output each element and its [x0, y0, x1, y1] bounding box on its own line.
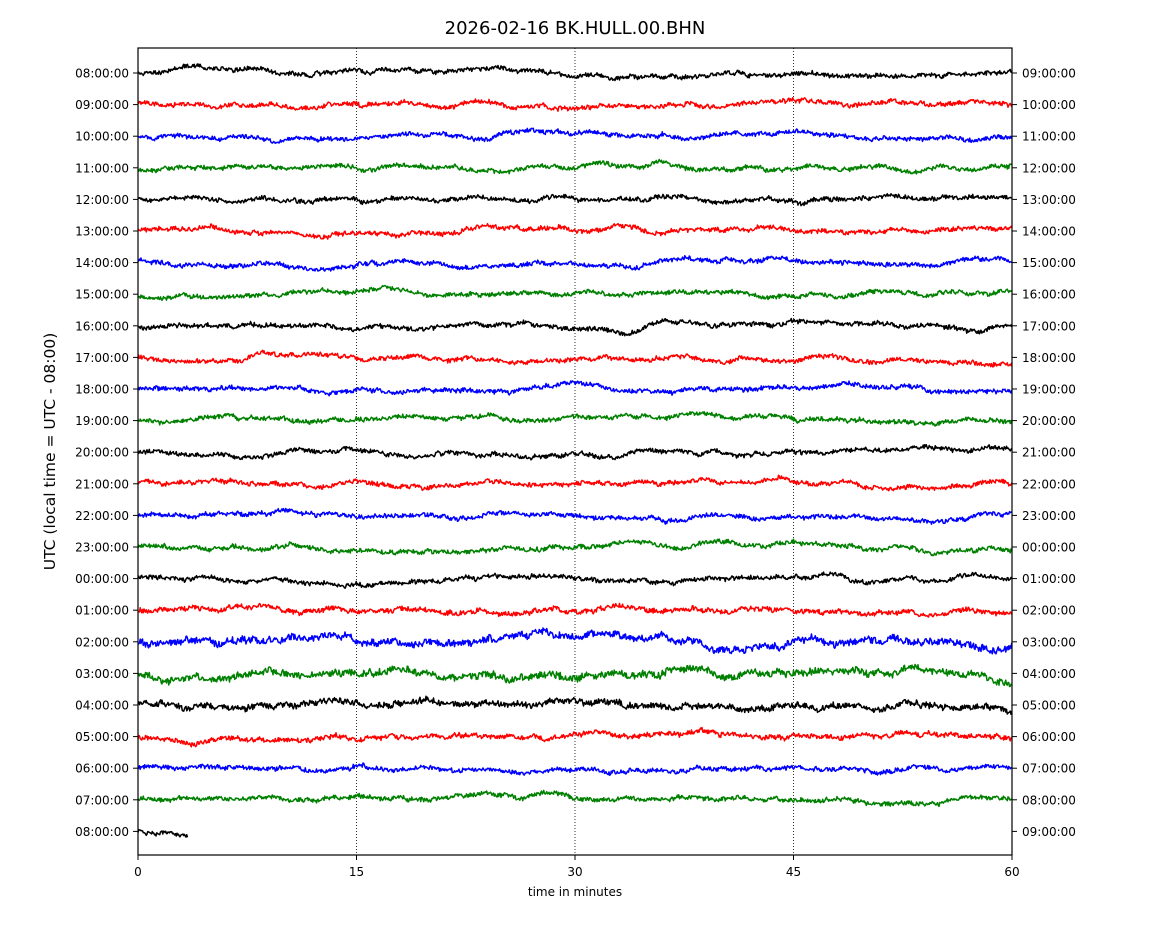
right-time-axis: 09:00:00 10:00:00 11:00:00 12:00:00 13:00:00… — [1012, 67, 1076, 839]
x-tick-label: 45 — [786, 865, 801, 879]
left-hour-label: 14:00:00 — [75, 256, 129, 270]
left-hour-label: 16:00:00 — [75, 319, 129, 333]
trace-line — [137, 193, 1012, 207]
left-hour-label: 09:00:00 — [75, 98, 129, 112]
right-hour-label: 09:00:00 — [1022, 825, 1076, 839]
trace-line — [137, 222, 1013, 240]
seismic-traces — [137, 63, 1013, 838]
left-hour-label: 23:00:00 — [75, 541, 129, 555]
left-hour-label: 20:00:00 — [75, 446, 129, 460]
trace-line — [137, 538, 1013, 557]
trace-line — [137, 63, 1012, 82]
right-hour-label: 09:00:00 — [1022, 67, 1076, 81]
left-hour-label: 10:00:00 — [75, 130, 129, 144]
chart-title: 2026-02-16 BK.HULL.00.BHN — [445, 18, 706, 39]
trace-line — [137, 602, 1013, 618]
right-hour-label: 21:00:00 — [1022, 446, 1076, 460]
right-hour-label: 01:00:00 — [1022, 572, 1076, 586]
trace-line — [137, 380, 1013, 397]
left-hour-label: 08:00:00 — [75, 825, 129, 839]
trace-line — [137, 762, 1013, 777]
left-hour-label: 00:00:00 — [75, 572, 129, 586]
trace-line — [137, 627, 1013, 655]
right-hour-label: 23:00:00 — [1022, 509, 1076, 523]
left-hour-label: 02:00:00 — [75, 635, 129, 649]
left-hour-label: 04:00:00 — [75, 699, 129, 713]
right-hour-label: 05:00:00 — [1022, 699, 1076, 713]
right-hour-label: 18:00:00 — [1022, 351, 1076, 365]
left-hour-label: 19:00:00 — [75, 414, 129, 428]
trace-line — [137, 828, 189, 838]
trace-line — [137, 507, 1012, 525]
right-hour-label: 08:00:00 — [1022, 793, 1076, 807]
trace-line — [137, 97, 1013, 112]
left-hour-label: 21:00:00 — [75, 477, 129, 491]
vertical-grid — [356, 48, 794, 855]
right-hour-label: 03:00:00 — [1022, 635, 1076, 649]
x-tick-label: 15 — [349, 865, 364, 879]
right-hour-label: 16:00:00 — [1022, 288, 1076, 302]
right-hour-label: 04:00:00 — [1022, 667, 1076, 681]
left-hour-label: 22:00:00 — [75, 509, 129, 523]
right-hour-label: 10:00:00 — [1022, 98, 1076, 112]
y-axis-label: UTC (local time = UTC - 08:00) — [41, 333, 59, 571]
x-axis-label: time in minutes — [528, 885, 622, 899]
right-hour-label: 13:00:00 — [1022, 193, 1076, 207]
left-hour-label: 03:00:00 — [75, 667, 129, 681]
trace-line — [137, 158, 1013, 175]
trace-line — [137, 695, 1013, 715]
right-hour-label: 20:00:00 — [1022, 414, 1076, 428]
trace-line — [137, 663, 1013, 688]
x-tick-label: 30 — [567, 865, 582, 879]
x-tick-label: 0 — [134, 865, 142, 879]
trace-line — [137, 349, 1013, 368]
left-hour-label: 12:00:00 — [75, 193, 129, 207]
trace-line — [137, 411, 1013, 427]
right-hour-label: 07:00:00 — [1022, 762, 1076, 776]
trace-line — [137, 284, 1013, 301]
left-hour-label: 18:00:00 — [75, 383, 129, 397]
right-hour-label: 15:00:00 — [1022, 256, 1076, 270]
left-hour-label: 07:00:00 — [75, 793, 129, 807]
right-hour-label: 11:00:00 — [1022, 130, 1076, 144]
right-hour-label: 02:00:00 — [1022, 604, 1076, 618]
left-hour-label: 01:00:00 — [75, 604, 129, 618]
trace-line — [137, 443, 1013, 461]
left-hour-label: 13:00:00 — [75, 225, 129, 239]
left-hour-label: 06:00:00 — [75, 762, 129, 776]
right-hour-label: 14:00:00 — [1022, 225, 1076, 239]
trace-line — [137, 474, 1013, 492]
x-tick-label: 60 — [1004, 865, 1019, 879]
trace-line — [137, 571, 1013, 589]
right-hour-label: 06:00:00 — [1022, 730, 1076, 744]
left-hour-label: 05:00:00 — [75, 730, 129, 744]
x-axis: 0 15 30 45 60 — [134, 855, 1020, 879]
right-hour-label: 12:00:00 — [1022, 161, 1076, 175]
left-hour-label: 08:00:00 — [75, 67, 129, 81]
right-hour-label: 22:00:00 — [1022, 477, 1076, 491]
left-hour-label: 17:00:00 — [75, 351, 129, 365]
trace-line — [137, 789, 1012, 808]
right-hour-label: 00:00:00 — [1022, 541, 1076, 555]
right-hour-label: 17:00:00 — [1022, 319, 1076, 333]
trace-line — [137, 254, 1013, 272]
left-hour-label: 11:00:00 — [75, 161, 129, 175]
trace-line — [137, 317, 1013, 337]
trace-line — [137, 726, 1012, 748]
trace-line — [137, 127, 1013, 145]
left-time-axis: 08:00:00 09:00:00 10:00:00 11:00:00 12:00:00… — [75, 67, 138, 839]
right-hour-label: 19:00:00 — [1022, 383, 1076, 397]
left-hour-label: 15:00:00 — [75, 288, 129, 302]
